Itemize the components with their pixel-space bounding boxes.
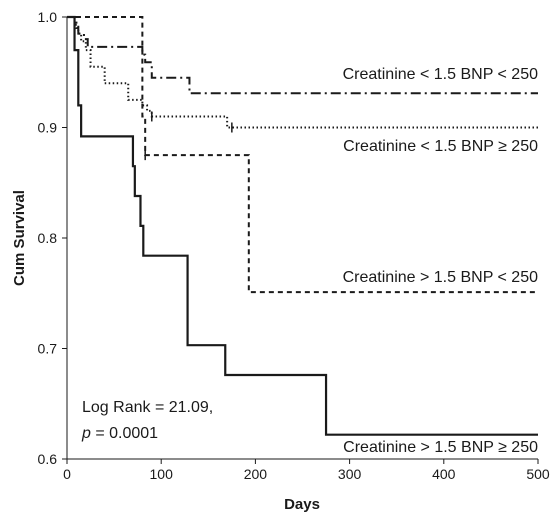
survival-curve-cr-high-bnp-low	[67, 16, 538, 294]
survival-curve-cr-low-bnp-low	[67, 16, 538, 95]
x-tick-label: 400	[432, 466, 456, 482]
x-tick-label: 500	[526, 466, 550, 482]
curve-labels: Creatinine < 1.5 BNP < 250 Creatinine < …	[343, 66, 538, 456]
p-symbol: p	[81, 425, 91, 442]
series-label-cr-high-bnp-low: Creatinine > 1.5 BNP < 250	[343, 269, 538, 286]
x-tick-label: 200	[244, 466, 268, 482]
log-rank-value: Log Rank = 21.09,	[82, 399, 213, 416]
p-value-rest: = 0.0001	[91, 425, 158, 442]
plot-area: 0 100 200 300 400 500 0.6 0.7 0.8 0.9 1.0	[38, 9, 550, 482]
survival-curves	[67, 15, 538, 436]
censor-marks	[144, 111, 233, 161]
survival-curve-cr-high-bnp-high	[67, 15, 538, 436]
y-tick-label: 0.8	[38, 230, 58, 246]
log-rank-annotation: Log Rank = 21.09, p = 0.0001	[81, 399, 213, 442]
x-axis-title: Days	[284, 496, 320, 513]
x-tick-label: 300	[338, 466, 362, 482]
y-tick-label: 0.9	[38, 120, 58, 136]
x-axis-ticks: 0 100 200 300 400 500	[63, 459, 550, 482]
series-label-cr-high-bnp-high: Creatinine > 1.5 BNP ≥ 250	[343, 439, 538, 456]
y-axis-ticks: 0.6 0.7 0.8 0.9 1.0	[38, 9, 67, 467]
y-tick-label: 1.0	[38, 9, 58, 25]
x-tick-label: 0	[63, 466, 71, 482]
y-tick-label: 0.7	[38, 341, 58, 357]
series-label-cr-low-bnp-low: Creatinine < 1.5 BNP < 250	[343, 66, 538, 83]
p-value: p = 0.0001	[81, 425, 158, 442]
x-tick-label: 100	[150, 466, 174, 482]
y-axis-title: Cum Survival	[11, 190, 28, 286]
y-tick-label: 0.6	[38, 451, 58, 467]
series-label-cr-low-bnp-high: Creatinine < 1.5 BNP ≥ 250	[343, 138, 538, 155]
